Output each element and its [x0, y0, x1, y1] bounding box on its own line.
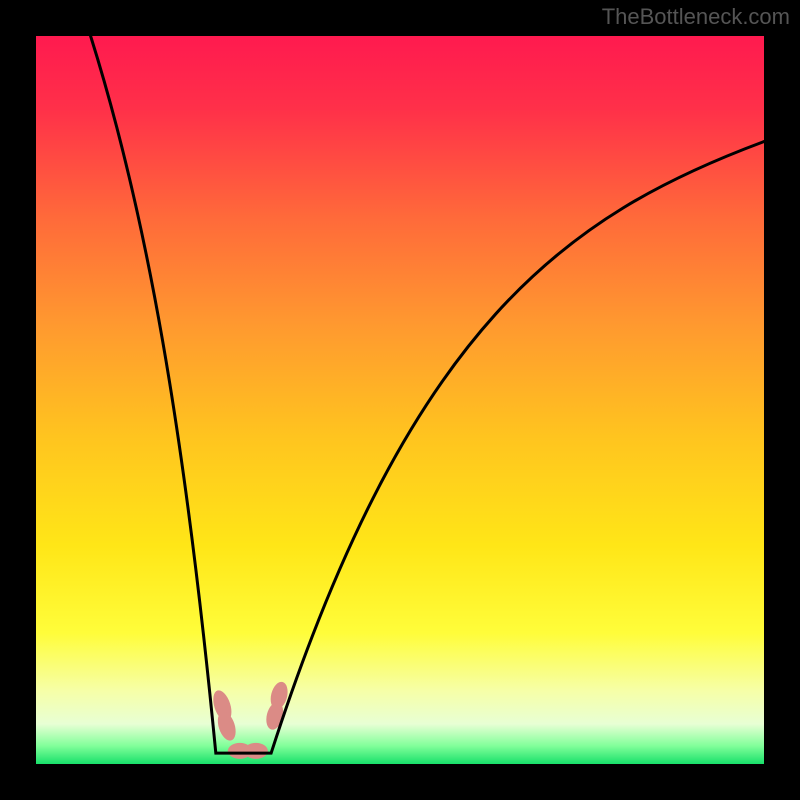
data-markers: [210, 680, 290, 759]
bottleneck-curve: [91, 36, 764, 753]
watermark-text: TheBottleneck.com: [602, 4, 790, 30]
data-marker: [244, 743, 268, 759]
plot-area: [36, 36, 764, 764]
curve-layer: [36, 36, 764, 764]
chart-container: TheBottleneck.com: [0, 0, 800, 800]
